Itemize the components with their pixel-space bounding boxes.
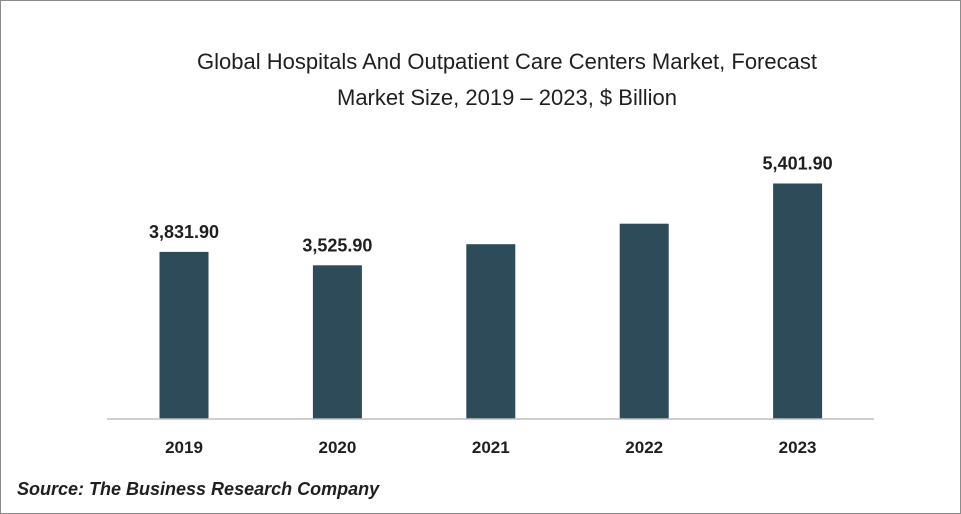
data-label-2020: 3,525.90 xyxy=(302,235,372,255)
x-tick-label-2022: 2022 xyxy=(625,438,663,457)
chart-title-line-2: Market Size, 2019 – 2023, $ Billion xyxy=(337,85,677,110)
x-tick-label-2023: 2023 xyxy=(779,438,817,457)
data-label-2023: 5,401.90 xyxy=(763,154,833,174)
bar-2019 xyxy=(159,251,209,419)
bar-2022 xyxy=(619,223,669,419)
source-note: Source: The Business Research Company xyxy=(17,479,380,499)
bar-2020 xyxy=(312,265,362,419)
chart-title-line-1: Global Hospitals And Outpatient Care Cen… xyxy=(197,49,817,74)
bar-2021 xyxy=(466,244,516,419)
x-tick-label-2019: 2019 xyxy=(165,438,203,457)
data-label-2019: 3,831.90 xyxy=(149,222,219,242)
x-tick-label-2021: 2021 xyxy=(472,438,510,457)
x-tick-label-2020: 2020 xyxy=(318,438,356,457)
bar-2023 xyxy=(773,183,823,419)
